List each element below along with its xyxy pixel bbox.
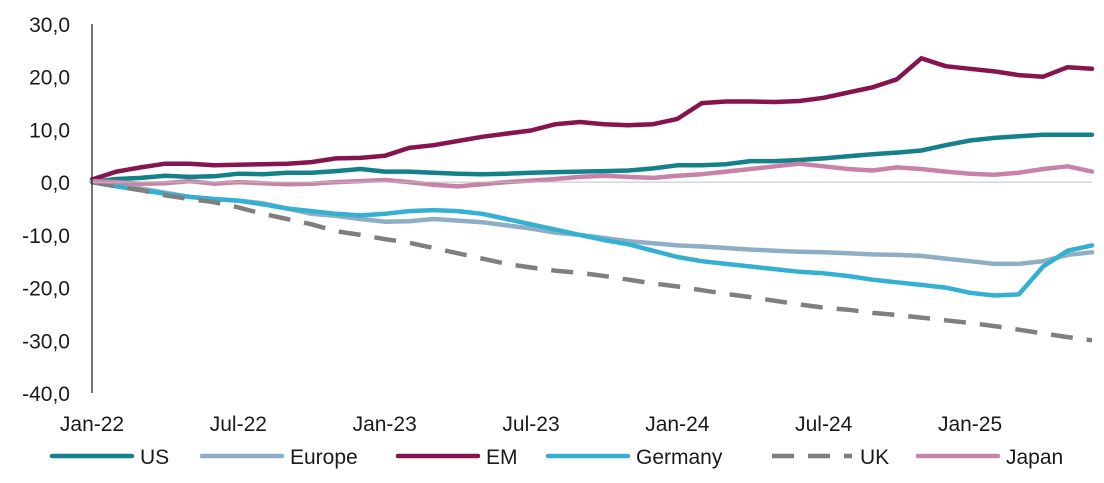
series-line-japan <box>89 161 1095 189</box>
series-line-us <box>89 132 1095 185</box>
y-axis-ticks: 30,0 20,0 10,0 0,0 -10,0 -20,0 -30,0 -40,0 <box>22 14 70 406</box>
series-line-europe <box>89 179 1095 267</box>
legend-label-em: EM <box>486 446 518 469</box>
legend-label-uk: UK <box>860 446 889 469</box>
y-tick-label: 0,0 <box>41 172 70 195</box>
y-tick-label: 20,0 <box>29 67 70 90</box>
y-tick-label: -10,0 <box>22 225 70 248</box>
legend: US Europe EM Germany UK Japan <box>49 446 1063 469</box>
x-tick-label: Jul-24 <box>795 413 853 436</box>
x-tick-label: Jan-22 <box>60 413 124 436</box>
legend-label-europe: Europe <box>290 446 358 469</box>
legend-label-germany: Germany <box>636 446 723 469</box>
y-tick-label: -30,0 <box>22 330 70 353</box>
legend-label-us: US <box>140 446 169 469</box>
x-tick-label: Jan-25 <box>938 413 1002 436</box>
y-tick-label: -20,0 <box>22 278 70 301</box>
series-line-em <box>89 56 1095 182</box>
y-tick-label: -40,0 <box>22 383 70 406</box>
legend-label-japan: Japan <box>1006 446 1063 469</box>
y-tick-label: 10,0 <box>29 119 70 142</box>
y-tick-label: 30,0 <box>29 14 70 37</box>
x-tick-label: Jul-22 <box>210 413 267 436</box>
x-axis-ticks: Jan-22 Jul-22 Jan-23 Jul-23 Jan-24 Jul-24 Jan-… <box>60 413 1002 436</box>
series-layer <box>89 56 1095 343</box>
x-tick-label: Jan-23 <box>353 413 417 436</box>
series-line-germany <box>89 179 1095 298</box>
x-tick-label: Jul-23 <box>502 413 559 436</box>
series-line-uk <box>91 179 1093 343</box>
x-tick-label: Jan-24 <box>645 413 710 436</box>
